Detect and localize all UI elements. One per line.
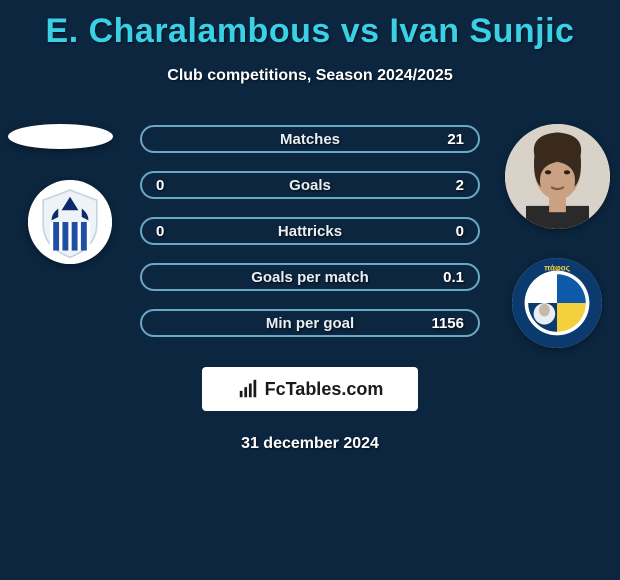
stat-label: Matches bbox=[192, 131, 428, 148]
player1-photo bbox=[8, 124, 113, 149]
stat-row-matches: Matches 21 bbox=[140, 125, 480, 153]
svg-text:πάφος: πάφος bbox=[544, 264, 570, 273]
snapshot-date: 31 december 2024 bbox=[0, 435, 620, 453]
branding-text: FcTables.com bbox=[265, 379, 384, 400]
stat-label: Min per goal bbox=[192, 315, 428, 332]
stat-label: Goals per match bbox=[192, 269, 428, 286]
stat-right: 0.1 bbox=[428, 269, 464, 286]
stat-row-hattricks: 0 Hattricks 0 bbox=[140, 217, 480, 245]
stat-label: Hattricks bbox=[192, 223, 428, 240]
player2-photo bbox=[505, 124, 610, 229]
chart-icon bbox=[237, 378, 259, 400]
comparison-title: E. Charalambous vs Ivan Sunjic bbox=[0, 0, 620, 51]
stat-row-mpg: Min per goal 1156 bbox=[140, 309, 480, 337]
stat-right: 2 bbox=[428, 177, 464, 194]
comparison-subtitle: Club competitions, Season 2024/2025 bbox=[0, 67, 620, 85]
stat-right: 21 bbox=[428, 131, 464, 148]
stat-right: 0 bbox=[428, 223, 464, 240]
stat-left: 0 bbox=[156, 177, 192, 194]
stat-row-goals: 0 Goals 2 bbox=[140, 171, 480, 199]
stat-left: 0 bbox=[156, 223, 192, 240]
stat-right: 1156 bbox=[428, 315, 464, 332]
player1-club-badge bbox=[28, 180, 112, 264]
stat-row-gpm: Goals per match 0.1 bbox=[140, 263, 480, 291]
stat-label: Goals bbox=[192, 177, 428, 194]
branding-badge: FcTables.com bbox=[202, 367, 418, 411]
player2-club-badge: πάφος bbox=[512, 258, 602, 348]
